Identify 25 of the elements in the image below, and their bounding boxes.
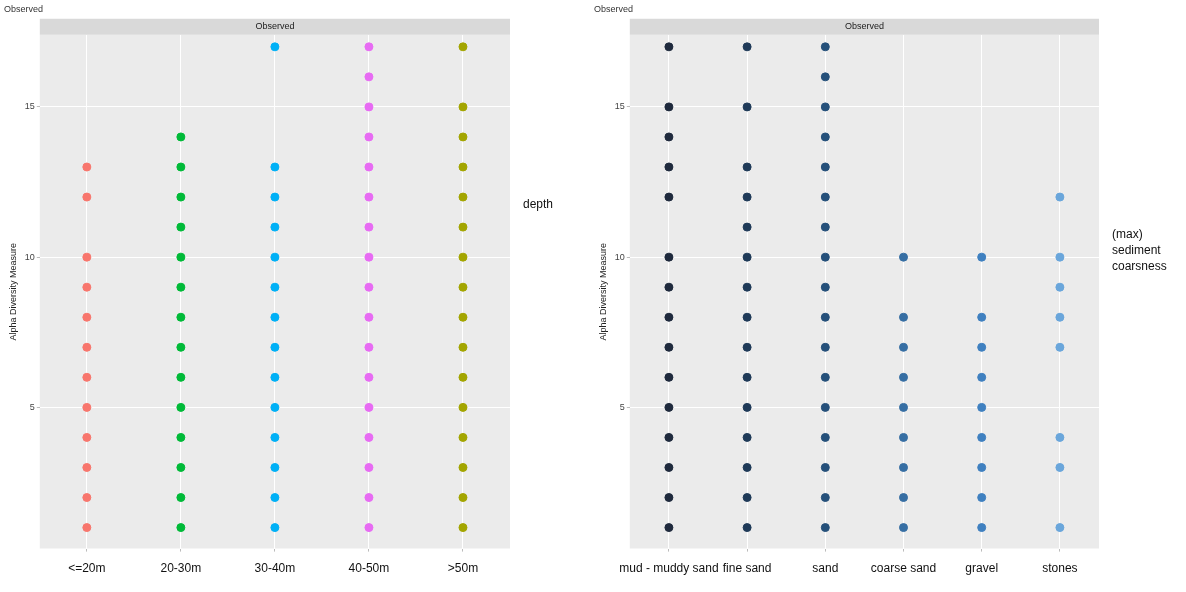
y-axis-title: Alpha Diversity Measure <box>7 242 18 341</box>
y-tick-label: 15 <box>614 101 625 112</box>
chart-title: Observed <box>844 21 884 32</box>
y-tick-label: 10 <box>614 251 625 262</box>
x-tick-label: fine sand <box>722 561 772 576</box>
y-tick-label: 5 <box>29 401 35 412</box>
y-tick-label: 10 <box>24 251 35 262</box>
x-tick-label: 40-50m <box>348 561 390 576</box>
legend-title: (max) sediment coarsness <box>1111 226 1168 275</box>
x-tick-label: <=20m <box>68 561 106 576</box>
x-tick-label: >50m <box>447 561 479 576</box>
y-tick-label: 15 <box>24 101 35 112</box>
x-tick-label: stones <box>1042 561 1078 576</box>
x-tick-label: mud - muddy sand <box>619 561 719 576</box>
chart-subtitle: Observed <box>4 3 44 14</box>
x-tick-label: coarse sand <box>870 561 937 576</box>
y-axis-title: Alpha Diversity Measure <box>597 242 608 341</box>
legend-title: depth <box>522 196 555 213</box>
x-tick-label: sand <box>812 561 839 576</box>
x-tick-label: gravel <box>965 561 999 576</box>
y-tick-label: 5 <box>619 401 625 412</box>
x-tick-label: 30-40m <box>254 561 296 576</box>
chart-title: Observed <box>255 21 295 32</box>
x-tick-label: 20-30m <box>160 561 202 576</box>
chart-subtitle: Observed <box>594 3 634 14</box>
